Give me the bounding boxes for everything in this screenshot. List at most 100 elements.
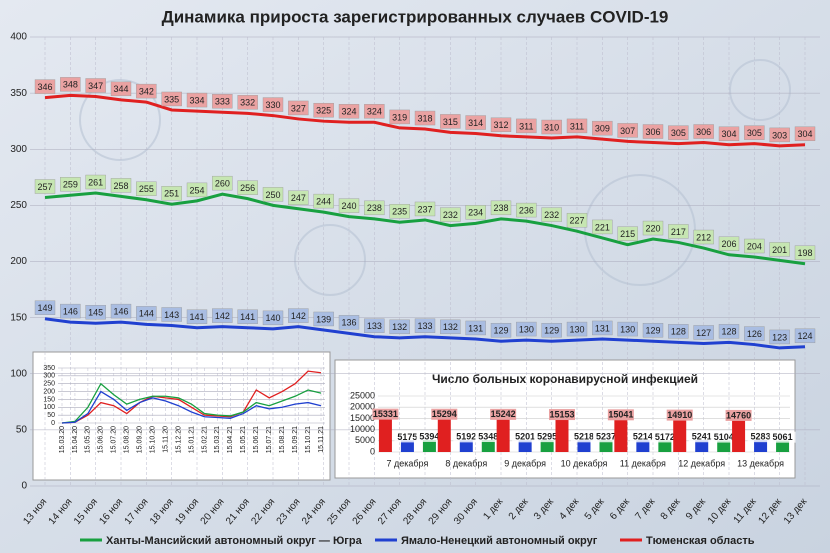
data-label-bg [688,431,715,443]
series-line [44,317,806,350]
data-label-bg [642,124,664,139]
bar [577,440,591,452]
data-label: 201 [772,245,787,255]
data-label-bg [744,238,765,254]
legend-label: Ханты-Мансийский автономный округ — Югра [106,535,363,547]
chart-title: Динамика прироста зарегистрированных слу… [162,7,669,26]
data-label-bg [34,179,56,194]
data-label: 5237 [596,432,616,442]
bar [400,440,414,452]
data-label: 129 [544,326,559,336]
data-label: 149 [37,303,52,313]
data-label-bg [338,198,360,213]
x-tick-label: 15.05.20 [85,426,92,453]
x-tick-label: 15.08.20 [124,426,131,453]
data-label: 130 [569,324,584,334]
data-label: 306 [696,127,711,137]
data-label: 312 [493,120,508,130]
data-label-bg [490,408,517,420]
data-label-bg [566,212,588,228]
data-label-bg [414,318,436,333]
y-tick-label: 0 [21,481,27,492]
data-label: 5394 [419,431,439,441]
data-label: 133 [417,321,432,331]
bar [732,418,746,452]
data-label: 334 [189,95,204,105]
data-label-bg [668,125,689,140]
bar [518,440,532,452]
data-label: 133 [367,321,382,331]
bar [673,418,687,452]
data-label-bg [212,94,233,109]
data-label-bg [490,322,512,338]
data-label: 198 [797,248,812,258]
x-tick-label: 15.01.21 [188,426,195,453]
data-label-bg [161,91,182,107]
data-label: 217 [671,227,686,237]
data-label-bg [744,125,765,140]
data-label-bg [490,200,512,216]
data-label-bg [769,431,796,443]
data-label: 124 [797,331,812,341]
data-label-bg [161,307,182,322]
data-label: 144 [139,309,154,319]
data-label-bg [262,187,284,202]
data-label: 5192 [456,432,476,442]
data-label: 140 [265,313,280,323]
x-tick-label: 15.09.20 [137,426,144,453]
data-label: 236 [519,205,534,215]
data-label-bg [85,78,106,93]
series-line [44,191,806,266]
x-tick-label: 15.08.21 [279,426,286,453]
data-label-bg [313,193,334,209]
data-label: 15041 [608,410,633,420]
bar [695,440,709,452]
bar [776,440,790,452]
data-label: 15331 [373,409,398,419]
y-tick-label: 100 [43,404,55,411]
data-label: 232 [443,210,458,220]
data-label: 132 [443,322,458,332]
data-label: 5201 [515,432,535,442]
data-label-bg [338,104,360,119]
x-tick-label: 15.11.21 [318,426,325,453]
data-label-bg [465,205,486,220]
data-label-bg [534,431,561,443]
data-label-bg [288,190,309,205]
data-label-bg [490,117,512,132]
data-label: 14760 [726,410,751,420]
data-label: 303 [772,130,787,140]
data-label-bg [769,329,790,345]
bar [481,440,495,452]
x-tick-label: 15.04.20 [72,426,79,453]
data-label-bg [110,178,132,193]
data-label: 238 [493,203,508,213]
data-label: 304 [797,129,812,139]
data-label-bg [566,118,588,134]
data-label-bg [693,325,714,340]
data-label: 311 [519,121,533,131]
data-label-bg [60,303,81,319]
data-label-bg [710,431,737,443]
data-label: 237 [417,204,432,214]
data-label: 204 [747,241,762,251]
data-label-bg [60,77,81,92]
data-label: 310 [544,122,559,132]
bar [658,440,672,452]
y-tick-label: 0 [370,446,375,456]
data-label: 324 [341,107,356,117]
data-label: 5214 [633,432,653,442]
data-label-bg [389,319,410,335]
data-label-bg [338,315,360,330]
data-label-bg [769,127,790,143]
data-label: 315 [443,117,458,127]
data-label: 332 [240,98,255,108]
data-label-bg [394,431,421,443]
data-label: 128 [721,327,736,337]
data-label-bg [593,431,619,443]
data-label-bg [440,207,461,222]
data-label-bg [718,126,740,141]
data-label: 344 [113,84,128,94]
series-line [61,390,322,424]
data-label: 305 [671,128,686,138]
